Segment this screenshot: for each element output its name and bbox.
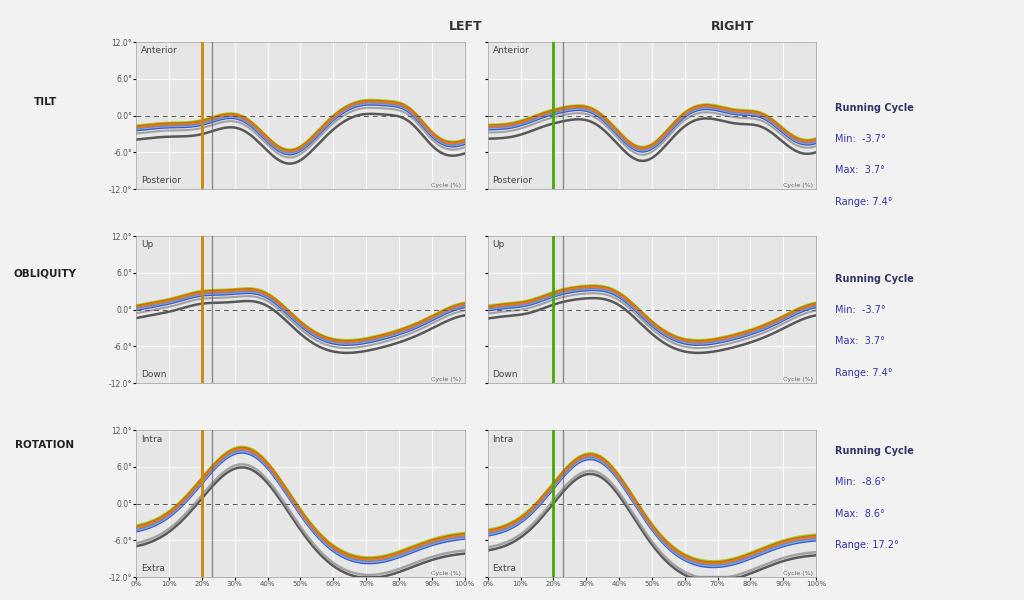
Text: Up: Up [141,241,154,250]
Text: Range: 7.4°: Range: 7.4° [835,368,892,377]
Text: Running Cycle: Running Cycle [835,103,913,113]
Text: Cycle (%): Cycle (%) [431,377,462,382]
Text: Running Cycle: Running Cycle [835,274,913,284]
Text: Max:  8.6°: Max: 8.6° [835,509,885,518]
Text: Intra: Intra [141,434,163,443]
Text: Cycle (%): Cycle (%) [431,182,462,188]
Text: Running Cycle: Running Cycle [835,446,913,456]
Text: Min:  -3.7°: Min: -3.7° [835,305,885,315]
Text: Min:  -8.6°: Min: -8.6° [835,478,885,487]
Text: Down: Down [493,370,518,379]
Text: Cycle (%): Cycle (%) [782,182,813,188]
Text: Anterior: Anterior [141,46,178,55]
Text: Cycle (%): Cycle (%) [782,571,813,576]
Text: TILT: TILT [34,97,56,107]
Text: RIGHT: RIGHT [711,20,754,33]
Text: LEFT: LEFT [450,20,482,33]
Text: Posterior: Posterior [141,176,181,185]
Text: Cycle (%): Cycle (%) [782,377,813,382]
Text: Up: Up [493,241,505,250]
Text: OBLIQUITY: OBLIQUITY [13,268,77,278]
Text: Extra: Extra [493,564,516,573]
Text: Cycle (%): Cycle (%) [431,571,462,576]
Text: Down: Down [141,370,167,379]
Text: Extra: Extra [141,564,165,573]
Text: Range: 17.2°: Range: 17.2° [835,540,898,550]
Text: Min:  -3.7°: Min: -3.7° [835,134,885,144]
Text: Max:  3.7°: Max: 3.7° [835,337,885,346]
Text: Intra: Intra [493,434,514,443]
Text: Posterior: Posterior [493,176,532,185]
Text: ROTATION: ROTATION [15,440,75,450]
Text: Anterior: Anterior [493,46,529,55]
Text: Max:  3.7°: Max: 3.7° [835,166,885,175]
Text: Range: 7.4°: Range: 7.4° [835,197,892,206]
